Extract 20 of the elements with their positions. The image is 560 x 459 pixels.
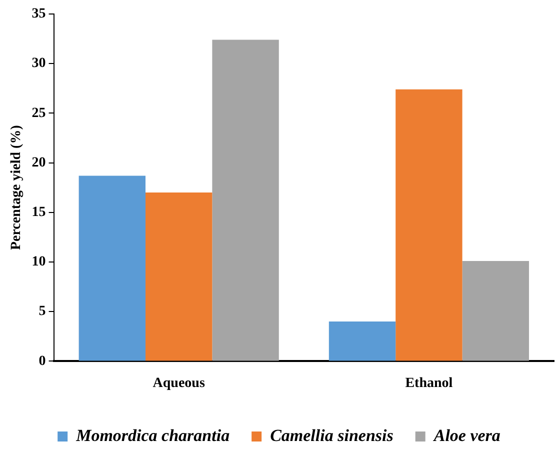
bar	[78, 176, 146, 361]
y-tick-label: 0	[38, 354, 46, 369]
bar	[328, 322, 396, 361]
y-tick-label: 15	[32, 205, 46, 220]
legend-label: Aloe vera	[432, 426, 501, 445]
y-tick-label: 30	[32, 56, 46, 72]
bar	[212, 40, 279, 361]
y-tick-label: 5	[38, 304, 46, 320]
bar	[396, 89, 462, 361]
y-tick-label: 10	[32, 254, 46, 270]
y-axis-title: Percentage yield (%)	[9, 124, 24, 250]
bar	[146, 192, 212, 361]
x-tick-label: Aqueous	[152, 376, 206, 392]
legend-label: Momordica charantia	[75, 426, 230, 445]
legend-label: Camellia sinensis	[270, 426, 394, 445]
x-tick-label: Ethanol	[405, 376, 453, 392]
y-tick-label: 20	[32, 155, 46, 170]
y-tick-label: 25	[32, 106, 46, 121]
y-tick-label: 35	[32, 6, 46, 22]
bar	[462, 261, 529, 361]
